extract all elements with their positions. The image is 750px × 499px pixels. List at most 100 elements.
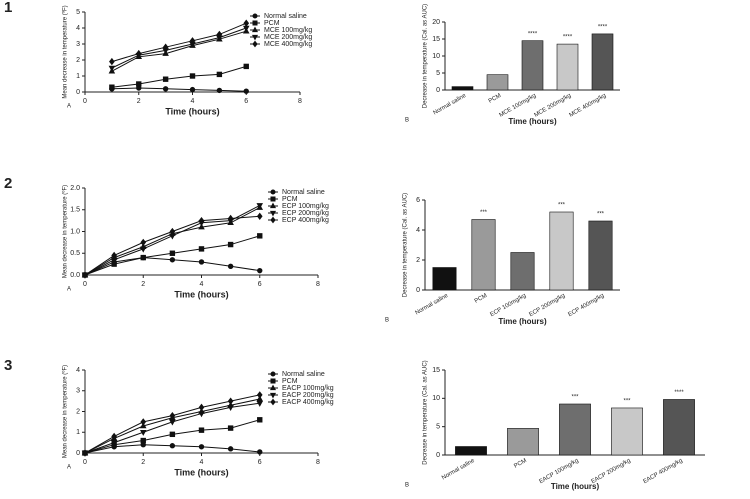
legend-label: MCE 400mg/kg xyxy=(264,41,312,48)
panel-label: B xyxy=(385,318,389,324)
x-tick-label: 8 xyxy=(316,459,320,466)
figure-number: 1 xyxy=(4,0,12,16)
marker xyxy=(198,216,205,225)
figure-number: 2 xyxy=(4,175,12,192)
legend-label: MCE 200mg/kg xyxy=(264,34,312,41)
y-axis-label: Mean decrease in temperature (ºF) xyxy=(62,365,69,458)
x-tick-label: 0 xyxy=(83,98,87,105)
y-tick-label: 2 xyxy=(76,57,80,64)
series-line xyxy=(111,30,247,72)
x-axis-label: Time (hours) xyxy=(165,106,219,116)
x-tick-label: EACP 400mg/kg xyxy=(642,458,683,485)
y-tick-label: 20 xyxy=(432,19,440,26)
marker xyxy=(162,86,169,92)
x-tick-label: Normal saline xyxy=(415,293,450,317)
x-tick-label: 2 xyxy=(137,98,141,105)
significance: *** xyxy=(597,212,605,218)
y-tick-label: 0 xyxy=(436,452,440,459)
bar xyxy=(663,399,695,456)
marker xyxy=(109,57,115,66)
marker xyxy=(257,449,263,455)
marker xyxy=(169,431,176,438)
marker xyxy=(198,403,205,412)
marker xyxy=(243,63,249,70)
marker xyxy=(198,223,205,230)
bar xyxy=(591,33,614,91)
marker xyxy=(270,216,276,224)
x-tick-label: ECP 400mg/kg xyxy=(567,293,605,318)
marker xyxy=(140,254,146,261)
y-tick-label: 10 xyxy=(432,395,440,402)
marker xyxy=(139,246,147,253)
legend-label: Normal saline xyxy=(264,13,307,20)
y-tick-label: 4 xyxy=(76,367,80,374)
y-tick-label: 6 xyxy=(416,197,420,204)
marker xyxy=(198,411,205,418)
marker xyxy=(110,440,118,447)
marker xyxy=(139,429,147,436)
y-tick-label: 1.5 xyxy=(70,207,80,214)
marker xyxy=(252,40,258,48)
figure-number: 3 xyxy=(4,357,12,374)
significance: *** xyxy=(480,210,488,216)
bar xyxy=(556,43,579,91)
marker xyxy=(136,81,142,87)
x-tick-label: PCM xyxy=(488,93,503,105)
panel-label: A xyxy=(67,104,71,110)
marker xyxy=(111,432,117,441)
marker xyxy=(270,398,276,406)
bar xyxy=(559,403,591,456)
x-tick-label: 2 xyxy=(141,459,145,466)
y-tick-label: 0.0 xyxy=(70,272,80,279)
marker xyxy=(198,259,205,265)
x-tick-label: ECP 100mg/kg xyxy=(489,293,527,318)
marker xyxy=(169,227,176,236)
x-axis-label: Time (hours) xyxy=(174,467,228,477)
series-line xyxy=(111,87,247,92)
marker xyxy=(269,384,277,391)
marker xyxy=(270,371,276,377)
significance: *** xyxy=(558,203,566,209)
x-axis-label: Time (hours) xyxy=(498,317,547,326)
legend-label: ECP 100mg/kg xyxy=(282,203,329,210)
x-axis-label: Time (hours) xyxy=(551,482,600,491)
x-tick-label: MCE 100mg/kg xyxy=(498,93,537,119)
x-tick-label: 0 xyxy=(83,459,87,466)
marker xyxy=(140,437,146,444)
marker xyxy=(216,30,223,39)
marker xyxy=(189,86,196,93)
panel-label: B xyxy=(405,483,409,489)
y-axis-label: Decrease in temperature (Cal. as AUC) xyxy=(423,360,429,464)
marker xyxy=(251,34,259,41)
marker xyxy=(257,233,263,239)
series-line xyxy=(84,215,260,276)
significance: **** xyxy=(674,390,684,396)
y-tick-label: 1 xyxy=(76,429,80,436)
marker xyxy=(109,84,115,90)
y-tick-label: 2 xyxy=(76,408,80,415)
y-axis-label: Mean decrease in temperature (ºF) xyxy=(62,5,69,98)
y-tick-label: 1 xyxy=(76,73,80,80)
marker xyxy=(252,20,258,26)
bar xyxy=(588,220,613,291)
marker xyxy=(227,397,234,405)
y-tick-label: 3 xyxy=(76,388,80,395)
marker xyxy=(269,210,277,217)
x-tick-label: 6 xyxy=(258,459,262,466)
legend-label: PCM xyxy=(282,196,298,203)
series-line xyxy=(111,65,247,88)
marker xyxy=(227,405,234,412)
bar xyxy=(486,74,509,91)
marker xyxy=(198,246,205,252)
y-tick-label: 2 xyxy=(416,257,420,264)
marker xyxy=(162,76,169,82)
y-tick-label: 5 xyxy=(76,9,80,16)
y-tick-label: 5 xyxy=(436,70,440,77)
marker xyxy=(111,251,117,260)
significance: **** xyxy=(563,35,573,41)
marker xyxy=(140,238,147,247)
y-tick-label: 0.5 xyxy=(70,250,80,257)
y-tick-label: 15 xyxy=(432,36,440,43)
marker xyxy=(256,391,263,399)
